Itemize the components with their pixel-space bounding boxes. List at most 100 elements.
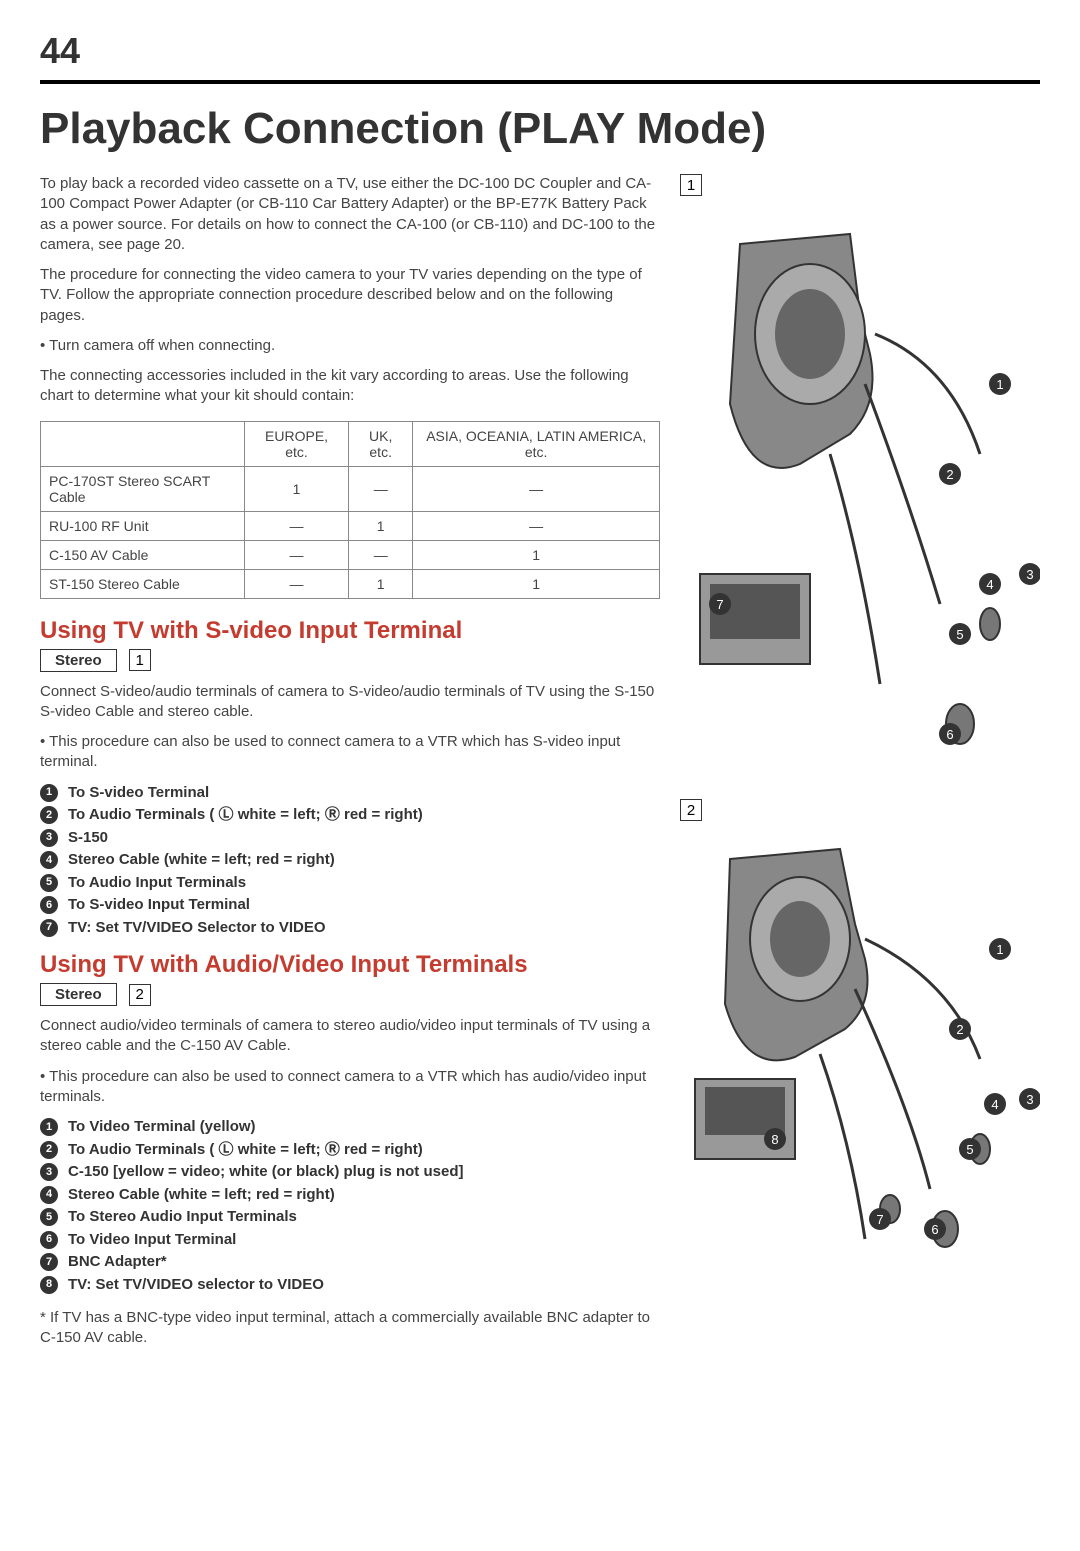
callout-text: Stereo Cable (white = left; red = right) bbox=[68, 1185, 335, 1205]
list-item: 6To Video Input Terminal bbox=[40, 1230, 660, 1250]
callout-text: TV: Set TV/VIDEO selector to VIDEO bbox=[68, 1275, 324, 1295]
table-row: C-150 AV Cable — — 1 bbox=[41, 540, 660, 569]
callout-list: 1 To Video Terminal (yellow) 2 To Audio Te… bbox=[40, 1117, 660, 1294]
table-row: ST-150 Stereo Cable — 1 1 bbox=[41, 569, 660, 598]
table-cell: — bbox=[245, 511, 349, 540]
callout-number-icon: 2 bbox=[40, 1141, 58, 1159]
svg-text:2: 2 bbox=[956, 1022, 963, 1037]
callout-number-icon: 1 bbox=[40, 1118, 58, 1136]
list-item: 1 To S-video Terminal bbox=[40, 783, 660, 803]
svg-text:4: 4 bbox=[991, 1097, 998, 1112]
intro-paragraph: The connecting accessories included in t… bbox=[40, 366, 660, 407]
diagram-ref-box: 1 bbox=[129, 649, 151, 671]
stereo-label: Stereo bbox=[40, 649, 117, 672]
callout-text: Stereo Cable (white = left; red = right) bbox=[68, 850, 335, 870]
table-cell: 1 bbox=[413, 569, 660, 598]
list-item: 7 TV: Set TV/VIDEO Selector to VIDEO bbox=[40, 918, 660, 938]
callout-text: S-150 bbox=[68, 828, 108, 848]
callout-text: To Video Terminal (yellow) bbox=[68, 1117, 256, 1137]
svg-text:7: 7 bbox=[876, 1212, 883, 1227]
callout-number-icon: 8 bbox=[40, 1276, 58, 1294]
accessories-table: EUROPE, etc. UK, etc. ASIA, OCEANIA, LAT… bbox=[40, 421, 660, 599]
diagram-ref-box: 2 bbox=[129, 984, 151, 1006]
callout-number-icon: 6 bbox=[40, 896, 58, 914]
intro-bullet: • Turn camera off when connecting. bbox=[40, 336, 660, 356]
svg-text:8: 8 bbox=[771, 1132, 778, 1147]
table-cell: 1 bbox=[349, 511, 413, 540]
svg-text:1: 1 bbox=[996, 942, 1003, 957]
right-column: 1 1 2 bbox=[680, 174, 1040, 1349]
list-item: 2To Audio Terminals ( Ⓛ white = left; Ⓡ … bbox=[40, 805, 660, 825]
list-item: 2 To Audio Terminals ( Ⓛ white = left; Ⓡ … bbox=[40, 1140, 660, 1160]
callout-text: To Audio Input Terminals bbox=[68, 873, 246, 893]
callout-number-icon: 5 bbox=[40, 1208, 58, 1226]
diagram-number-box: 2 bbox=[680, 799, 702, 821]
left-column: To play back a recorded video cassette o… bbox=[40, 174, 660, 1349]
horizontal-rule bbox=[40, 80, 1040, 84]
table-cell: — bbox=[245, 569, 349, 598]
callout-number-icon: 4 bbox=[40, 851, 58, 869]
table-row: PC-170ST Stereo SCART Cable 1 — — bbox=[41, 466, 660, 511]
svg-text:1: 1 bbox=[996, 377, 1003, 392]
callout-text: C-150 [yellow = video; white (or black) … bbox=[68, 1162, 463, 1182]
section-title: Using TV with Audio/Video Input Terminal… bbox=[40, 951, 660, 979]
list-item: 5To Stereo Audio Input Terminals bbox=[40, 1207, 660, 1227]
table-cell: — bbox=[245, 540, 349, 569]
callout-text: To S-video Terminal bbox=[68, 783, 209, 803]
callout-number-icon: 7 bbox=[40, 1253, 58, 1271]
list-item: 7 BNC Adapter* bbox=[40, 1252, 660, 1272]
table-cell: 1 bbox=[245, 466, 349, 511]
diagram-1: 1 1 2 bbox=[680, 174, 1040, 769]
table-header-row: EUROPE, etc. UK, etc. ASIA, OCEANIA, LAT… bbox=[41, 421, 660, 466]
footnote: * If TV has a BNC-type video input termi… bbox=[40, 1308, 660, 1349]
list-item: 5 To Audio Input Terminals bbox=[40, 873, 660, 893]
callout-number-icon: 7 bbox=[40, 919, 58, 937]
table-cell: ST-150 Stereo Cable bbox=[41, 569, 245, 598]
diagram-number-box: 1 bbox=[680, 174, 702, 196]
section-bullet: • This procedure can also be used to con… bbox=[40, 1067, 660, 1108]
callout-number-icon: 5 bbox=[40, 874, 58, 892]
table-cell: — bbox=[349, 466, 413, 511]
connection-diagram-icon: 1 2 3 4 5 6 7 bbox=[680, 204, 1040, 764]
svg-text:6: 6 bbox=[946, 727, 953, 742]
list-item: 3 S-150 bbox=[40, 828, 660, 848]
page-number: 44 bbox=[40, 30, 1040, 72]
callout-text: TV: Set TV/VIDEO Selector to VIDEO bbox=[68, 918, 326, 938]
callout-number-icon: 1 bbox=[40, 784, 58, 802]
svg-text:5: 5 bbox=[956, 627, 963, 642]
list-item: 8 TV: Set TV/VIDEO selector to VIDEO bbox=[40, 1275, 660, 1295]
intro-paragraph: To play back a recorded video cassette o… bbox=[40, 174, 660, 255]
callout-text: BNC Adapter* bbox=[68, 1252, 167, 1272]
main-title: Playback Connection (PLAY Mode) bbox=[40, 104, 1040, 154]
callout-list: 1 To S-video Terminal 2To Audio Terminals… bbox=[40, 783, 660, 938]
callout-number-icon: 4 bbox=[40, 1186, 58, 1204]
table-cell: — bbox=[413, 466, 660, 511]
list-item: 4 Stereo Cable (white = left; red = right… bbox=[40, 1185, 660, 1205]
stereo-label: Stereo bbox=[40, 983, 117, 1006]
table-row: RU-100 RF Unit — 1 — bbox=[41, 511, 660, 540]
list-item: 1 To Video Terminal (yellow) bbox=[40, 1117, 660, 1137]
svg-text:7: 7 bbox=[716, 597, 723, 612]
svg-text:3: 3 bbox=[1026, 1092, 1033, 1107]
callout-text: To Video Input Terminal bbox=[68, 1230, 236, 1250]
table-header bbox=[41, 421, 245, 466]
section-title: Using TV with S-video Input Terminal bbox=[40, 617, 660, 645]
callout-number-icon: 3 bbox=[40, 829, 58, 847]
table-header: UK, etc. bbox=[349, 421, 413, 466]
table-header: ASIA, OCEANIA, LATIN AMERICA, etc. bbox=[413, 421, 660, 466]
table-cell: 1 bbox=[413, 540, 660, 569]
table-cell: PC-170ST Stereo SCART Cable bbox=[41, 466, 245, 511]
table-header: EUROPE, etc. bbox=[245, 421, 349, 466]
table-cell: — bbox=[413, 511, 660, 540]
callout-text: To Audio Terminals ( Ⓛ white = left; Ⓡ r… bbox=[68, 1140, 423, 1160]
section-paragraph: Connect S-video/audio terminals of camer… bbox=[40, 682, 660, 723]
svg-text:3: 3 bbox=[1026, 567, 1033, 582]
section-bullet: • This procedure can also be used to con… bbox=[40, 732, 660, 773]
connection-diagram-icon: 1 2 3 4 5 6 7 8 bbox=[680, 829, 1040, 1269]
table-cell: RU-100 RF Unit bbox=[41, 511, 245, 540]
list-item: 6 To S-video Input Terminal bbox=[40, 895, 660, 915]
table-cell: 1 bbox=[349, 569, 413, 598]
callout-text: To S-video Input Terminal bbox=[68, 895, 250, 915]
svg-text:2: 2 bbox=[946, 467, 953, 482]
table-cell: — bbox=[349, 540, 413, 569]
